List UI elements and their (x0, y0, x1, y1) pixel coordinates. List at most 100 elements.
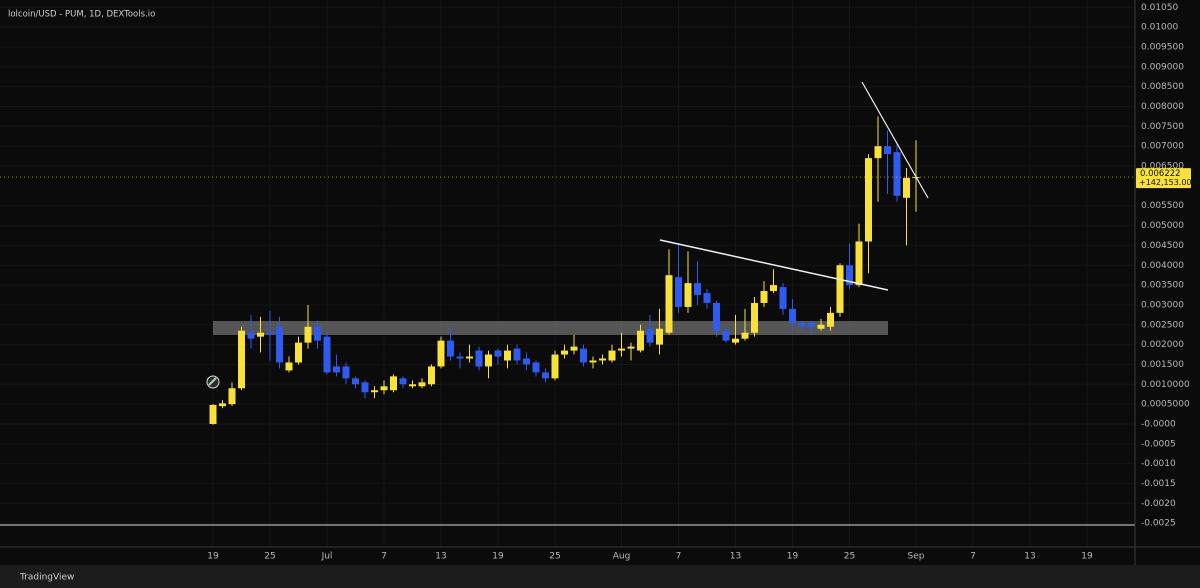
candle-body (656, 328, 663, 345)
candle-body (209, 404, 217, 424)
x-tick-label: Aug (613, 552, 631, 562)
x-tick-label: 7 (381, 552, 387, 562)
y-tick-label: 0.003000 (1141, 300, 1184, 310)
candle-body (219, 403, 226, 407)
candle-body (713, 302, 720, 331)
candle-body (551, 354, 559, 379)
candle-body (580, 348, 587, 363)
x-tick-label: 13 (435, 552, 446, 562)
y-tick-label: 0.0010000 (1141, 380, 1190, 390)
y-tick-label: 0.008000 (1141, 102, 1184, 112)
candle-body (808, 322, 815, 327)
candle-body (855, 241, 863, 286)
candle-body (276, 326, 283, 363)
candle-body (323, 336, 331, 373)
candle-body (523, 358, 530, 365)
y-tick-label: 0.005500 (1141, 201, 1184, 211)
y-tick-label: 0.006500 (1141, 162, 1184, 172)
candle-body (428, 366, 435, 385)
candle-body (257, 332, 264, 337)
candle-body (247, 332, 255, 339)
y-tick-label: -0.0000 (1141, 419, 1176, 429)
y-tick-label: 0.002000 (1141, 340, 1184, 350)
candle-body (589, 360, 597, 363)
chart-title: lolcoin/USD - PUM, 1D, DEXTools.io (8, 10, 155, 20)
y-tick-label: 0.003500 (1141, 281, 1184, 291)
trend-line (861, 81, 929, 199)
candle-body (238, 330, 245, 389)
candle-body (865, 158, 872, 242)
x-tick-label: 7 (970, 552, 976, 562)
candle-body (513, 348, 521, 361)
candle-body (893, 152, 901, 196)
candle-body (618, 348, 625, 351)
x-tick-label: 25 (264, 552, 275, 562)
change-label: +142,153.00% (1139, 178, 1200, 187)
candle-body (456, 356, 464, 359)
footer (0, 565, 1200, 588)
candle-body (295, 342, 302, 363)
candle-body (789, 308, 796, 323)
candle-body (399, 378, 407, 385)
candle-body (542, 372, 549, 379)
candle-body (637, 330, 644, 351)
y-tick-label: 0.009500 (1141, 43, 1184, 53)
candle-body (694, 283, 701, 296)
candle-body (504, 350, 511, 361)
candle-body (732, 338, 739, 343)
x-tick-label: 19 (787, 552, 799, 562)
candle-body (485, 354, 492, 367)
x-tick-label: 19 (207, 552, 219, 562)
y-tick-label: 0.004000 (1141, 261, 1184, 271)
candles (0, 116, 1135, 425)
candle-body (665, 275, 673, 333)
y-tick-label: 0.001500 (1141, 360, 1184, 370)
candle-body (884, 146, 891, 155)
x-tick-label: 13 (730, 552, 741, 562)
candle-body (285, 362, 293, 371)
y-tick-label: -0.0005 (1141, 439, 1176, 449)
candle-body (304, 326, 312, 343)
grid (0, 0, 1135, 547)
candle-body (703, 293, 711, 303)
candle-body (447, 340, 454, 357)
candle-body (228, 388, 236, 405)
candle-body (333, 366, 340, 373)
x-tick-label: Jul (321, 552, 333, 562)
x-tick-label: 25 (844, 552, 855, 562)
candle-body (627, 346, 635, 349)
x-tick-label: Sep (908, 552, 925, 562)
y-tick-label: -0.0015 (1141, 479, 1176, 489)
y-tick-label: 0.007000 (1141, 142, 1184, 152)
candle-body (770, 285, 777, 292)
candle-body (380, 386, 388, 391)
logo (206, 375, 220, 389)
axes: 0.01050 0.01000 0.009500 0.009000 0.008500 0.… (207, 3, 1199, 562)
trend-line (659, 239, 889, 291)
y-tick-label: 0.007500 (1141, 122, 1184, 132)
y-tick-label: 0.01050 (1141, 3, 1178, 13)
candle-body (475, 350, 483, 367)
x-tick-label: 7 (676, 552, 682, 562)
x-tick-label: 13 (1024, 552, 1035, 562)
last-price-box (1136, 168, 1191, 189)
y-tick-label: 0.01000 (1141, 23, 1178, 33)
candle-body (751, 302, 758, 333)
y-tick-label: -0.0025 (1141, 519, 1176, 529)
y-tick-label: 0.005000 (1141, 221, 1184, 231)
candle-body (352, 378, 359, 385)
y-tick-label: 0.0005000 (1141, 400, 1190, 410)
candle-body (342, 366, 350, 379)
candle-body (437, 340, 445, 367)
candle-body (817, 324, 825, 329)
y-tick-label: -0.0020 (1141, 499, 1176, 509)
candle-body (836, 265, 844, 313)
candle-body (741, 332, 749, 339)
candle-body (532, 362, 540, 373)
y-tick-label: 0.009000 (1141, 62, 1184, 72)
candle-body (409, 384, 416, 387)
candle-body (599, 358, 606, 361)
